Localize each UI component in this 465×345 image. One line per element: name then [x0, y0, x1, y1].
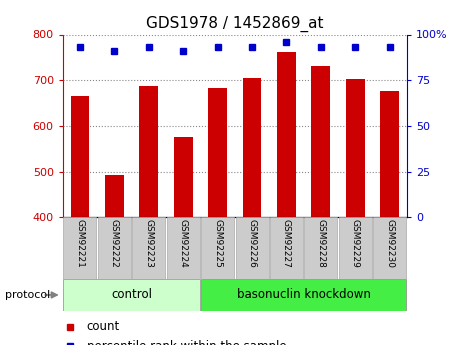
- Bar: [208, 88, 227, 217]
- Text: GSM92221: GSM92221: [75, 219, 85, 268]
- Bar: [140, 86, 158, 217]
- Title: GDS1978 / 1452869_at: GDS1978 / 1452869_at: [146, 16, 324, 32]
- Text: percentile rank within the sample: percentile rank within the sample: [87, 340, 286, 345]
- Bar: [71, 96, 89, 217]
- Text: GSM92222: GSM92222: [110, 219, 119, 268]
- Text: GSM92229: GSM92229: [351, 219, 360, 268]
- Text: GSM92225: GSM92225: [213, 219, 222, 268]
- Bar: [373, 217, 406, 279]
- Bar: [105, 175, 124, 217]
- Bar: [132, 217, 166, 279]
- Bar: [312, 67, 330, 217]
- Bar: [63, 217, 97, 279]
- Text: count: count: [87, 320, 120, 333]
- Bar: [63, 279, 200, 311]
- Bar: [166, 217, 200, 279]
- Text: GSM92224: GSM92224: [179, 219, 188, 268]
- Text: GSM92227: GSM92227: [282, 219, 291, 268]
- Bar: [339, 217, 372, 279]
- Bar: [174, 137, 193, 217]
- Bar: [346, 79, 365, 217]
- Bar: [201, 279, 406, 311]
- Bar: [380, 91, 399, 217]
- Bar: [235, 217, 269, 279]
- Bar: [277, 52, 296, 217]
- Text: protocol: protocol: [5, 290, 50, 300]
- Bar: [270, 217, 303, 279]
- Bar: [201, 217, 234, 279]
- Bar: [98, 217, 131, 279]
- Text: GSM92223: GSM92223: [144, 219, 153, 268]
- Text: GSM92228: GSM92228: [316, 219, 326, 268]
- Text: GSM92230: GSM92230: [385, 219, 394, 268]
- Text: control: control: [111, 288, 152, 302]
- Text: basonuclin knockdown: basonuclin knockdown: [237, 288, 371, 302]
- Text: GSM92226: GSM92226: [247, 219, 257, 268]
- Bar: [304, 217, 338, 279]
- Bar: [243, 78, 261, 217]
